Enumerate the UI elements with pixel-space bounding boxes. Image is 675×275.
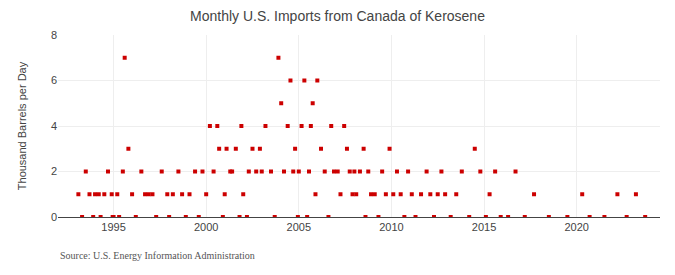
svg-text:1995: 1995 [101,221,125,233]
svg-text:2010: 2010 [379,221,403,233]
svg-text:0: 0 [51,211,57,223]
svg-text:6: 6 [51,74,57,86]
svg-text:4: 4 [51,120,57,132]
svg-text:Monthly U.S. Imports from Cana: Monthly U.S. Imports from Canada of Kero… [190,8,485,24]
svg-text:Source: U.S. Energy Informatio: Source: U.S. Energy Information Administ… [60,250,255,261]
svg-text:8: 8 [51,29,57,41]
svg-text:2005: 2005 [287,221,311,233]
svg-text:2020: 2020 [564,221,588,233]
svg-text:2: 2 [51,165,57,177]
svg-text:Thousand Barrels per Day: Thousand Barrels per Day [16,61,28,190]
svg-text:2000: 2000 [194,221,218,233]
svg-text:2015: 2015 [472,221,496,233]
